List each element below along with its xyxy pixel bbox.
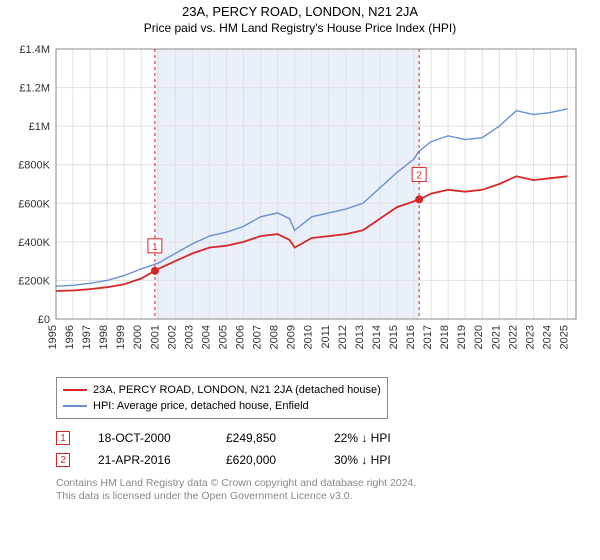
svg-text:1997: 1997 xyxy=(81,325,93,349)
svg-text:2025: 2025 xyxy=(558,325,570,349)
svg-text:2024: 2024 xyxy=(541,325,553,349)
svg-text:2007: 2007 xyxy=(252,325,264,349)
svg-text:2023: 2023 xyxy=(524,325,536,349)
svg-text:2001: 2001 xyxy=(149,325,161,349)
svg-text:1998: 1998 xyxy=(98,325,110,349)
svg-text:2020: 2020 xyxy=(473,325,485,349)
svg-text:2010: 2010 xyxy=(303,325,315,349)
svg-text:2006: 2006 xyxy=(235,325,247,349)
legend-item: HPI: Average price, detached house, Enfi… xyxy=(63,398,381,414)
chart-title: 23A, PERCY ROAD, LONDON, N21 2JA xyxy=(8,4,592,19)
svg-text:2003: 2003 xyxy=(183,325,195,349)
svg-text:£1.2M: £1.2M xyxy=(19,83,50,95)
svg-text:2013: 2013 xyxy=(354,325,366,349)
sale-date: 21-APR-2016 xyxy=(98,453,198,467)
svg-text:1996: 1996 xyxy=(64,325,76,349)
svg-text:1995: 1995 xyxy=(47,325,59,349)
svg-text:2011: 2011 xyxy=(320,325,332,349)
svg-text:2018: 2018 xyxy=(439,325,451,349)
sale-marker: 2 xyxy=(56,453,70,467)
svg-text:2009: 2009 xyxy=(286,325,298,349)
sale-row: 2 21-APR-2016 £620,000 30% ↓ HPI xyxy=(56,449,592,471)
svg-text:£400K: £400K xyxy=(18,237,50,249)
svg-text:£800K: £800K xyxy=(18,160,50,172)
svg-text:1: 1 xyxy=(152,242,158,253)
svg-text:2014: 2014 xyxy=(371,325,383,349)
legend-item: 23A, PERCY ROAD, LONDON, N21 2JA (detach… xyxy=(63,382,381,398)
legend-swatch xyxy=(63,405,87,407)
attribution-line2: This data is licensed under the Open Gov… xyxy=(56,490,592,503)
attribution: Contains HM Land Registry data © Crown c… xyxy=(56,477,592,503)
sale-row: 1 18-OCT-2000 £249,850 22% ↓ HPI xyxy=(56,427,592,449)
svg-text:2016: 2016 xyxy=(405,325,417,349)
svg-text:2005: 2005 xyxy=(217,325,229,349)
svg-text:2008: 2008 xyxy=(269,325,281,349)
legend-label: 23A, PERCY ROAD, LONDON, N21 2JA (detach… xyxy=(93,382,381,398)
svg-text:£1M: £1M xyxy=(29,121,50,133)
sale-delta: 30% ↓ HPI xyxy=(334,453,391,467)
legend-swatch xyxy=(63,389,87,391)
svg-text:£600K: £600K xyxy=(18,198,50,210)
attribution-line1: Contains HM Land Registry data © Crown c… xyxy=(56,477,592,490)
svg-text:2017: 2017 xyxy=(422,325,434,349)
svg-text:2019: 2019 xyxy=(456,325,468,349)
chart-svg: £0 £200K £400K £600K £800K £1M £1.2M £1.4M 1995 1… xyxy=(8,41,592,371)
sale-date: 18-OCT-2000 xyxy=(98,431,198,445)
sale-delta: 22% ↓ HPI xyxy=(334,431,391,445)
svg-text:£200K: £200K xyxy=(18,275,50,287)
svg-text:2021: 2021 xyxy=(490,325,502,349)
legend: 23A, PERCY ROAD, LONDON, N21 2JA (detach… xyxy=(56,377,388,419)
svg-text:2: 2 xyxy=(416,170,422,181)
svg-text:2002: 2002 xyxy=(166,325,178,349)
svg-text:2004: 2004 xyxy=(200,325,212,349)
svg-text:£0: £0 xyxy=(38,314,50,326)
svg-text:2000: 2000 xyxy=(132,325,144,349)
svg-text:1999: 1999 xyxy=(115,325,127,349)
sale-price: £620,000 xyxy=(226,453,306,467)
sale-price: £249,850 xyxy=(226,431,306,445)
svg-text:£1.4M: £1.4M xyxy=(19,44,50,56)
svg-text:2015: 2015 xyxy=(388,325,400,349)
sales-table: 1 18-OCT-2000 £249,850 22% ↓ HPI 2 21-APR-201… xyxy=(56,427,592,471)
sale-marker: 1 xyxy=(56,431,70,445)
price-chart: £0 £200K £400K £600K £800K £1M £1.2M £1.4M 1995 1… xyxy=(8,41,592,371)
svg-text:2022: 2022 xyxy=(507,325,519,349)
svg-text:2012: 2012 xyxy=(337,325,349,349)
chart-subtitle: Price paid vs. HM Land Registry's House … xyxy=(8,21,592,35)
legend-label: HPI: Average price, detached house, Enfi… xyxy=(93,398,309,414)
